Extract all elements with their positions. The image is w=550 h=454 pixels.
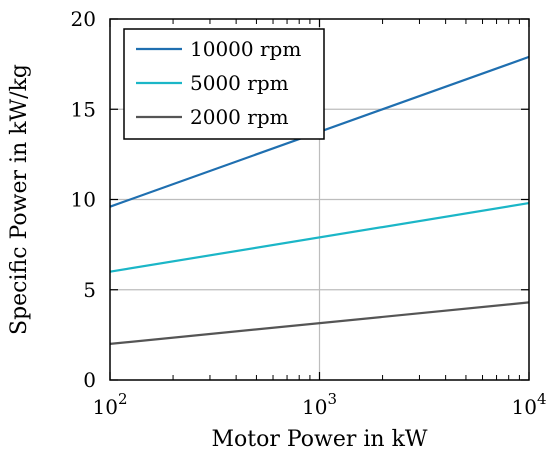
legend-label-1: 5000 rpm xyxy=(190,71,289,95)
x-tick-exponent: 2 xyxy=(118,390,128,408)
y-tick-labels: 0 5 10 15 20 xyxy=(71,7,96,392)
series-line-1 xyxy=(109,202,530,273)
x-tick-label: 104 xyxy=(512,390,547,419)
legend-label-2: 2000 rpm xyxy=(190,105,289,129)
x-tick-base: 10 xyxy=(93,395,118,419)
series-line-2 xyxy=(109,301,530,345)
x-tick-base: 10 xyxy=(302,395,327,419)
y-tick-label: 10 xyxy=(71,188,96,212)
legend-label-0: 10000 rpm xyxy=(190,37,301,61)
y-tick-label: 5 xyxy=(83,278,96,302)
x-axis-title: Motor Power in kW xyxy=(211,427,427,452)
y-axis-title: Specific Power in kW/kg xyxy=(7,64,32,335)
legend: 10000 rpm 5000 rpm 2000 rpm xyxy=(123,28,325,140)
x-tick-labels: 102 103 104 xyxy=(93,390,547,419)
x-tick-base: 10 xyxy=(512,395,537,419)
x-tick-label: 103 xyxy=(302,390,337,419)
y-tick-label: 20 xyxy=(71,7,96,31)
x-tick-exponent: 3 xyxy=(327,390,337,408)
x-tick-label: 102 xyxy=(93,390,128,419)
y-tick-label: 0 xyxy=(83,368,96,392)
y-tick-label: 15 xyxy=(71,97,96,121)
x-tick-exponent: 4 xyxy=(537,390,547,408)
plot-frame xyxy=(109,18,530,381)
